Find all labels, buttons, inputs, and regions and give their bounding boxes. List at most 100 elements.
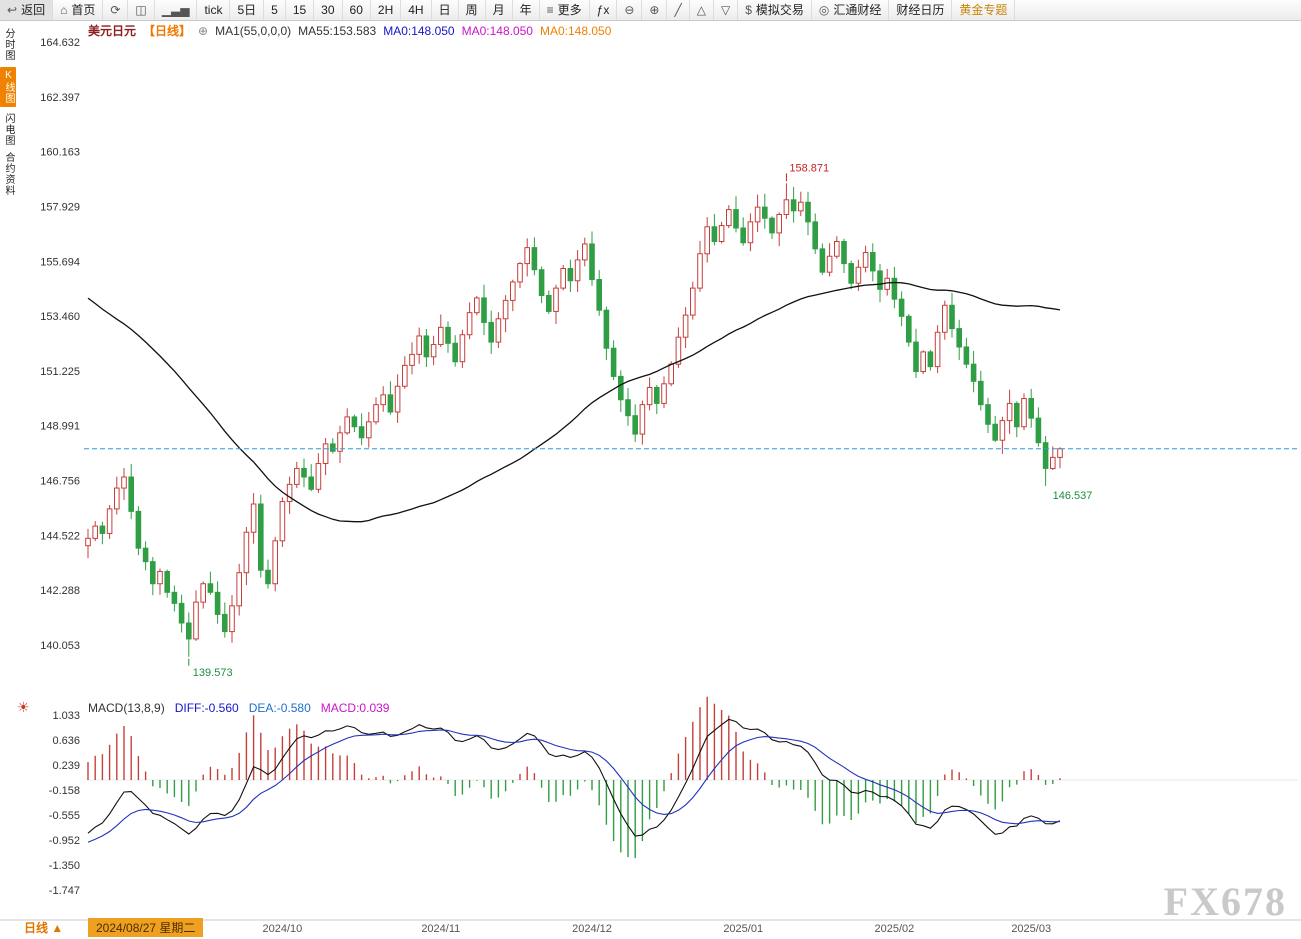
svg-text:2025/03: 2025/03 [1011, 923, 1051, 935]
zoom-in-button[interactable]: ⊕ [642, 0, 668, 20]
svg-text:160.163: 160.163 [40, 147, 80, 159]
more-button-label: 更多 [557, 3, 582, 17]
svg-text:0.636: 0.636 [52, 735, 80, 747]
interval-day-button[interactable]: 日 [432, 0, 459, 20]
calendar-button[interactable]: 财经日历 [889, 0, 953, 20]
home-button[interactable]: ⌂ 首页 [53, 0, 104, 20]
huitong-finance-icon: ◎ [818, 3, 830, 17]
svg-text:157.929: 157.929 [40, 201, 80, 213]
refresh-icon: ⟳ [110, 3, 121, 17]
date-axis-labels: 2024/10 2024/11 2024/12 2025/01 2025/02 2025/… [263, 923, 1052, 935]
kline-chart-button[interactable]: ◫ [128, 0, 155, 20]
macd-params-label: MACD(13,8,9) [88, 701, 165, 715]
svg-text:139.573: 139.573 [193, 667, 233, 679]
formula-button[interactable]: ƒx [590, 0, 618, 20]
interval-5-button[interactable]: 5 [264, 0, 286, 20]
interval-2h-button-label: 2H [377, 3, 394, 17]
sidebar-item-2[interactable]: 闪电图 [3, 113, 14, 146]
huitong-finance-button-label: 汇通财经 [833, 3, 882, 17]
svg-text:151.225: 151.225 [40, 366, 80, 378]
demo-trading-button-label: 模拟交易 [755, 3, 804, 17]
huitong-finance-button[interactable]: ◎ 汇通财经 [812, 0, 890, 20]
interval-month-button[interactable]: 月 [486, 0, 513, 20]
zoom-out-button[interactable]: ⊖ [617, 0, 643, 20]
interval-2h-button[interactable]: 2H [371, 0, 402, 20]
svg-text:-0.158: -0.158 [49, 785, 80, 797]
svg-text:144.522: 144.522 [40, 530, 80, 542]
back-button[interactable]: ↩ 返回 [0, 0, 54, 20]
refresh-button[interactable]: ⟳ [103, 0, 129, 20]
interval-60-button[interactable]: 60 [343, 0, 371, 20]
period-selector[interactable]: 日线 ▲ [24, 919, 63, 936]
back-button-label: 返回 [21, 3, 46, 17]
interval-30-button[interactable]: 30 [314, 0, 343, 20]
svg-text:142.288: 142.288 [40, 585, 80, 597]
back-icon: ↩ [7, 3, 18, 17]
indicator-settings-sun-icon[interactable]: ☀ [17, 699, 30, 715]
svg-text:2024/11: 2024/11 [421, 923, 460, 935]
interval-week-button-label: 周 [465, 3, 478, 17]
interval-15-button[interactable]: 15 [286, 0, 315, 20]
shape-down-icon: ▽ [720, 3, 731, 17]
first-visible-date-badge: 2024/08/27 星期二 [88, 918, 204, 937]
svg-text:146.537: 146.537 [1053, 490, 1093, 502]
shape-up-icon: △ [696, 3, 706, 17]
svg-text:-1.350: -1.350 [49, 860, 80, 872]
sidebar-item-3[interactable]: 合约资料 [3, 152, 14, 196]
kline-chart-icon: ◫ [135, 3, 147, 17]
shape-down-button[interactable]: ▽ [714, 0, 739, 20]
price-annotations: 158.871 139.573 146.537 [188, 162, 1093, 679]
sidebar-item-1[interactable]: K线图 [0, 67, 16, 107]
svg-text:2025/02: 2025/02 [875, 923, 915, 935]
zoom-in-icon: ⊕ [649, 3, 660, 17]
interval-month-button-label: 月 [492, 3, 505, 17]
home-button-label: 首页 [71, 3, 96, 17]
indicator-chart-icon: ▁▃▅ [161, 3, 190, 17]
macd-dea-value: DEA:-0.580 [248, 701, 311, 715]
interval-day-button-label: 日 [438, 3, 451, 17]
shape-up-button[interactable]: △ [690, 0, 714, 20]
pane-separators [0, 779, 1301, 921]
home-icon: ⌂ [60, 3, 68, 17]
more-button[interactable]: ≡ 更多 [540, 0, 590, 20]
symbol-name: 美元日元 [88, 24, 137, 38]
interval-5d-button[interactable]: 5日 [230, 0, 265, 20]
interval-30-button-label: 30 [321, 3, 335, 17]
macd-diff-line [87, 718, 1061, 837]
demo-trading-icon: $ [745, 3, 752, 17]
indicator-settings-icon[interactable]: ⊕ [198, 23, 209, 38]
price-axis-labels: 164.632 162.397 160.163 157.929 155.694 153.4… [40, 37, 80, 652]
ma55-value: MA55:153.583 [298, 23, 377, 38]
svg-text:140.053: 140.053 [40, 640, 80, 652]
svg-text:146.756: 146.756 [40, 476, 80, 488]
sidebar-item-0[interactable]: 分时图 [3, 28, 14, 61]
svg-text:2024/10: 2024/10 [263, 923, 303, 935]
interval-tick-button[interactable]: tick [197, 0, 231, 20]
ma0-value-orange: MA0:148.050 [539, 23, 612, 38]
top-toolbar: ↩ 返回 ⌂ 首页 ⟳ ◫ ▁▃▅ tick 5日 5 15 30 60 2H 4H 日周月年 ≡ 更多 ƒx ⊖ ⊕ ╱… [0, 0, 1301, 21]
demo-trading-button[interactable]: $ 模拟交易 [738, 0, 812, 20]
interval-year-button-label: 年 [519, 3, 532, 17]
candlesticks [85, 183, 1063, 657]
svg-text:155.694: 155.694 [40, 256, 80, 268]
macd-histogram [87, 696, 1061, 859]
indicator-chart-button[interactable]: ▁▃▅ [155, 0, 198, 20]
period-selector-label: 日线 [24, 921, 49, 935]
draw-tool-icon: ╱ [674, 3, 682, 17]
draw-tool-button[interactable]: ╱ [667, 0, 690, 20]
macd-dea-line [87, 729, 1061, 843]
interval-4h-button-label: 4H [408, 3, 424, 17]
svg-text:153.460: 153.460 [40, 311, 80, 323]
interval-60-button-label: 60 [349, 3, 363, 17]
period-label: 【日线】 [143, 24, 192, 38]
interval-year-button[interactable]: 年 [513, 0, 540, 20]
gold-topic-button[interactable]: 黄金专题 [952, 0, 1016, 20]
interval-week-button[interactable]: 周 [459, 0, 486, 20]
gold-topic-button-label: 黄金专题 [959, 3, 1008, 17]
svg-text:164.632: 164.632 [40, 37, 80, 49]
formula-button-label: ƒx [596, 3, 610, 17]
interval-4h-button[interactable]: 4H [401, 0, 432, 20]
svg-text:148.991: 148.991 [40, 421, 80, 433]
